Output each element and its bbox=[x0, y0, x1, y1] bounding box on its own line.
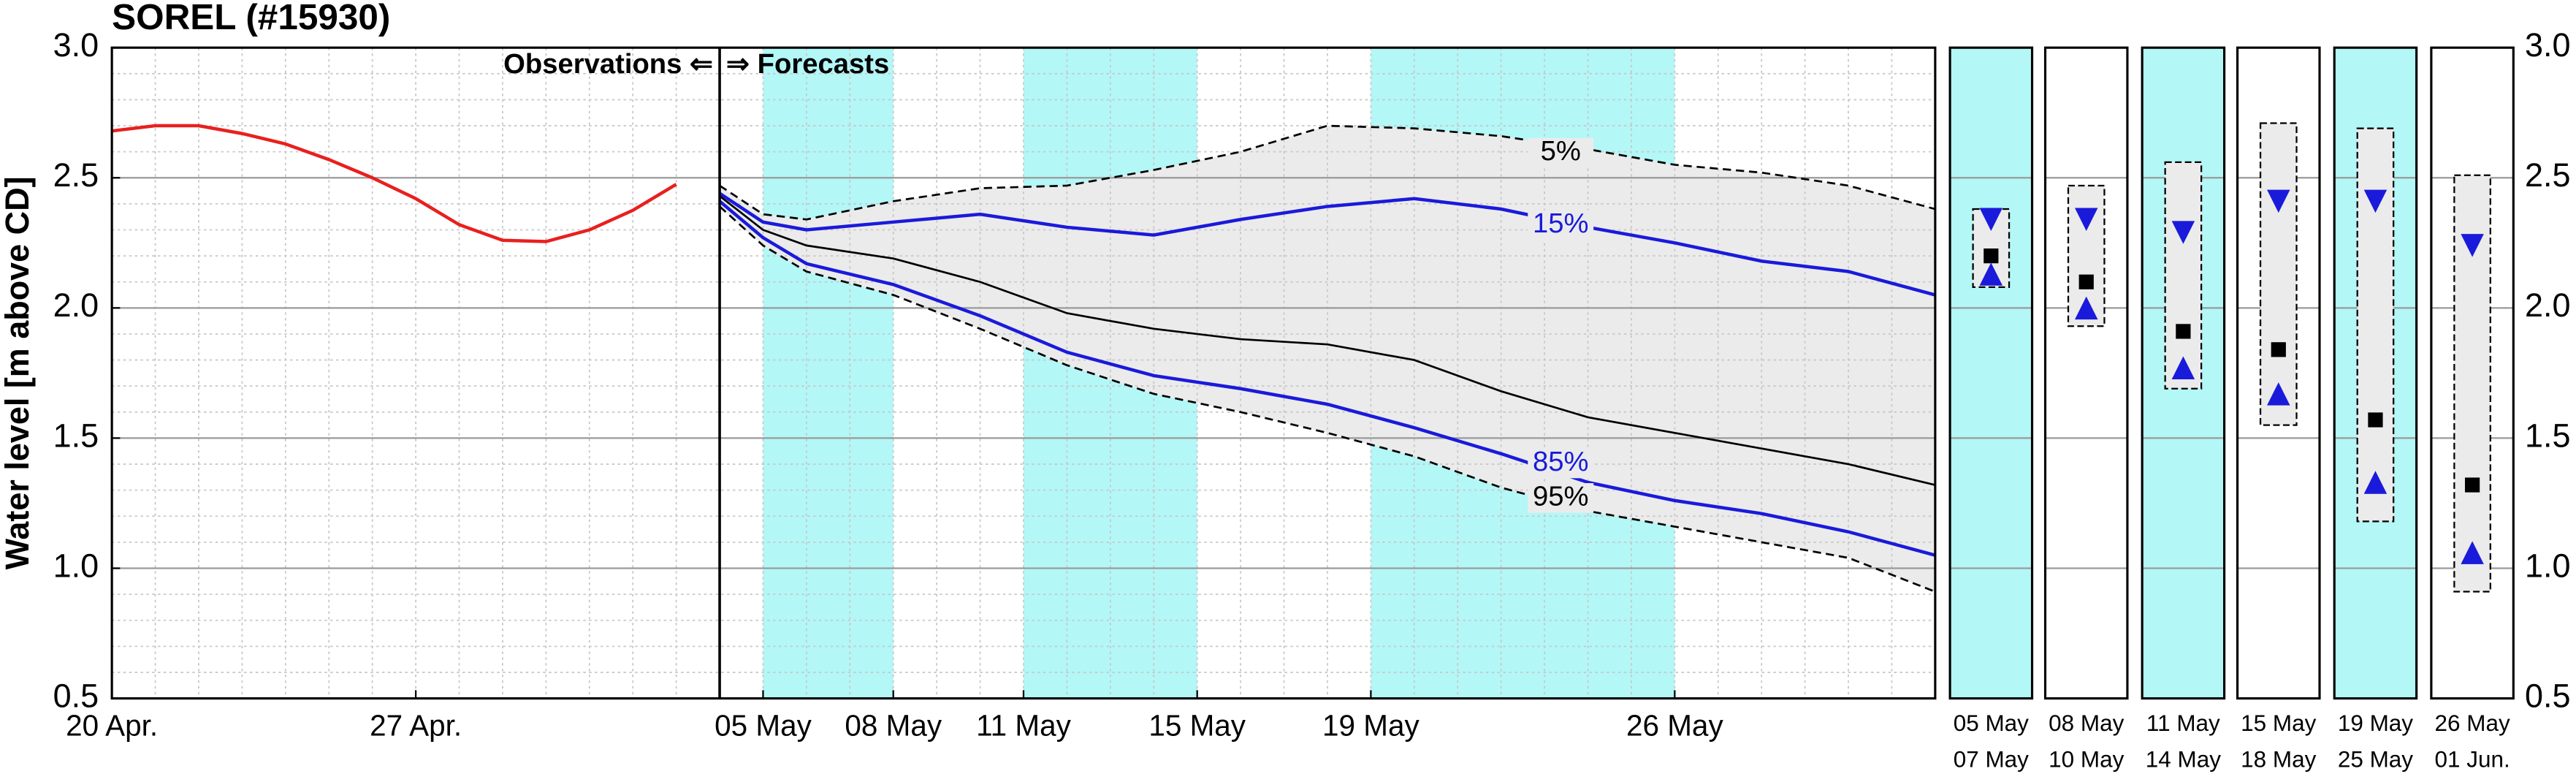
p85-marker bbox=[2461, 541, 2484, 564]
x-tick-label: 15 May bbox=[1148, 709, 1246, 743]
panel-start-label: 05 May bbox=[1954, 710, 2029, 736]
panel-frame bbox=[2043, 46, 2129, 700]
right-y-tick-label: 2.0 bbox=[2525, 287, 2571, 324]
forecast-period-shade bbox=[763, 48, 893, 699]
x-tick-label: 19 May bbox=[1322, 709, 1420, 743]
panel-start-label: 08 May bbox=[2049, 710, 2124, 736]
series-line bbox=[719, 205, 1936, 593]
panel-frame bbox=[2141, 46, 2226, 700]
right-y-tick-label: 2.5 bbox=[2525, 156, 2571, 194]
y-tick-label: 1.5 bbox=[53, 417, 99, 454]
panel-end-label: 25 May bbox=[2338, 746, 2413, 772]
panel-start-label: 26 May bbox=[2435, 710, 2510, 736]
y-axis-label: Water level [m above CD] bbox=[0, 176, 36, 569]
right-y-tick-label: 1.5 bbox=[2525, 417, 2571, 454]
y-tick-label: 3.0 bbox=[53, 26, 99, 64]
range-box bbox=[2356, 127, 2395, 523]
panel-end-label: 01 Jun. bbox=[2434, 746, 2510, 772]
panel-frame bbox=[2333, 46, 2418, 700]
series-label: 5% bbox=[1541, 135, 1581, 167]
panel-background bbox=[1950, 48, 2032, 699]
series-line bbox=[719, 195, 1936, 486]
range-box bbox=[2259, 122, 2298, 426]
p15-marker bbox=[1979, 208, 2003, 232]
p85-marker bbox=[1979, 262, 2003, 286]
series-label: 85% bbox=[1533, 446, 1589, 477]
series-label-bg bbox=[1528, 137, 1594, 168]
right-y-tick-label: 3.0 bbox=[2525, 26, 2571, 64]
panel-background bbox=[2045, 48, 2127, 699]
series-label-bg bbox=[1528, 210, 1594, 240]
y-tick-label: 2.5 bbox=[53, 156, 99, 194]
annotation: Observations ⇐ bbox=[503, 48, 713, 80]
panel-start-label: 19 May bbox=[2338, 710, 2413, 736]
p85-marker bbox=[2363, 471, 2388, 494]
x-tick-label: 05 May bbox=[715, 709, 812, 743]
panel-start-label: 15 May bbox=[2241, 710, 2316, 736]
panel-start-label: 11 May bbox=[2146, 710, 2220, 736]
p15-marker bbox=[2074, 208, 2098, 232]
series-label: 95% bbox=[1533, 480, 1589, 512]
x-tick-label: 26 May bbox=[1626, 709, 1723, 743]
chart-title: SOREL (#15930) bbox=[112, 0, 390, 37]
median-marker bbox=[2176, 324, 2191, 339]
series-label-bg bbox=[1528, 448, 1594, 479]
range-box bbox=[2164, 161, 2203, 390]
right-y-tick-label: 0.5 bbox=[2525, 677, 2571, 714]
p85-marker bbox=[2074, 296, 2098, 320]
p15-marker bbox=[2267, 189, 2290, 213]
panel-end-label: 14 May bbox=[2146, 746, 2221, 772]
p85-marker bbox=[2267, 382, 2290, 406]
panel-frame bbox=[2236, 46, 2321, 700]
series-line bbox=[719, 124, 1936, 221]
series-line bbox=[111, 124, 677, 243]
panel-frame bbox=[1948, 46, 2034, 700]
x-tick-label: 27 Apr. bbox=[370, 709, 462, 743]
panel-frame bbox=[2430, 46, 2515, 700]
panel-end-label: 18 May bbox=[2241, 746, 2316, 772]
annotation: ⇒ Forecasts bbox=[726, 48, 889, 80]
series-line bbox=[718, 200, 1936, 557]
p85-marker bbox=[2171, 356, 2195, 380]
p15-marker bbox=[2171, 221, 2195, 244]
median-marker bbox=[2368, 412, 2383, 428]
right-y-tick-label: 1.0 bbox=[2525, 547, 2571, 584]
y-tick-label: 0.5 bbox=[53, 677, 99, 714]
series-line bbox=[718, 191, 1936, 297]
x-tick-label: 20 Apr. bbox=[66, 709, 158, 743]
median-marker bbox=[2271, 342, 2286, 357]
x-tick-label: 08 May bbox=[845, 709, 942, 743]
plot-frame bbox=[110, 46, 1937, 700]
panel-end-label: 07 May bbox=[1954, 746, 2029, 772]
p15-marker bbox=[2363, 189, 2388, 213]
panel-end-label: 10 May bbox=[2049, 746, 2124, 772]
median-marker bbox=[2078, 274, 2094, 289]
y-tick-label: 1.0 bbox=[53, 547, 99, 584]
median-marker bbox=[2464, 477, 2480, 493]
p15-marker bbox=[2461, 234, 2484, 257]
x-tick-label: 11 May bbox=[976, 709, 1071, 743]
series-label-bg bbox=[1528, 483, 1594, 513]
series-label: 15% bbox=[1533, 208, 1589, 239]
median-marker bbox=[1984, 248, 1999, 264]
y-tick-label: 2.0 bbox=[53, 287, 99, 324]
